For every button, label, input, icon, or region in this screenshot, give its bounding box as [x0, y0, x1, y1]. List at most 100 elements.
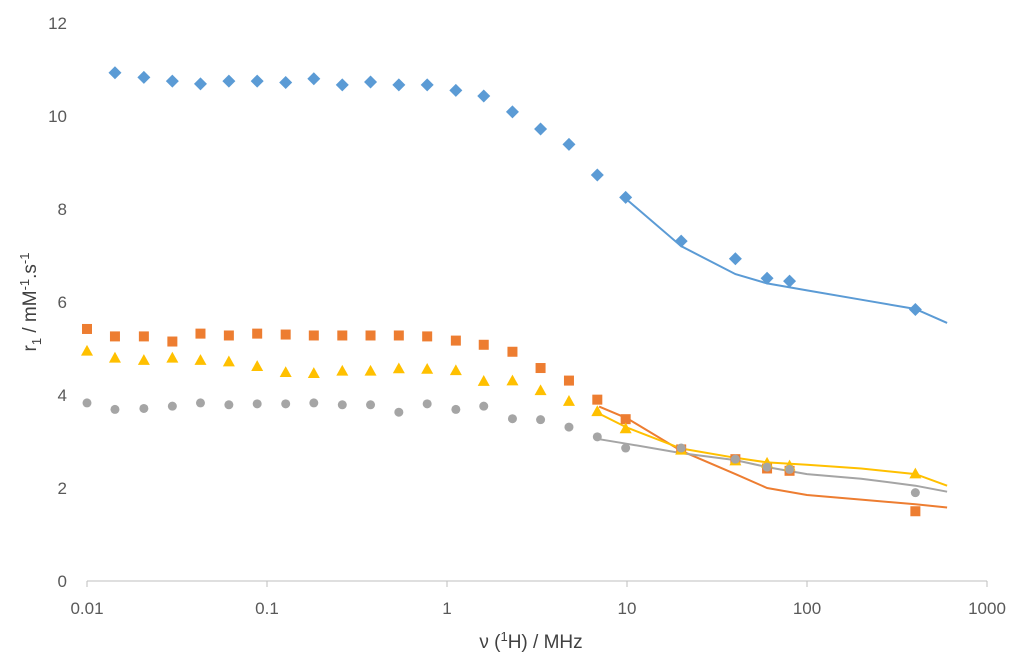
x-axis-title: ν (1H) / MHz — [479, 629, 582, 653]
x-axis-title-pre: ν ( — [479, 632, 501, 653]
x-tick-label: 0.1 — [255, 599, 279, 618]
y-tick-labels: 0 2 4 6 8 10 12 — [48, 14, 67, 591]
series-1-point — [728, 252, 742, 266]
series-3-point — [279, 366, 292, 378]
series-1-point — [193, 77, 207, 91]
series-1-fit-line — [626, 198, 948, 324]
series-4-point — [309, 398, 319, 408]
series-3-point — [506, 374, 519, 386]
y-tick-label: 6 — [58, 293, 67, 312]
series-4-point — [337, 400, 347, 410]
series-4-point — [139, 403, 149, 413]
series-4-point — [224, 400, 234, 410]
x-tick-labels: 0.01 0.1 1 10 100 1000 — [70, 581, 1006, 618]
series-2-fit-line — [598, 405, 948, 509]
series-2-point — [478, 339, 489, 350]
series-1-point — [165, 74, 179, 88]
series-4-point — [366, 400, 376, 410]
series-2-point — [252, 328, 263, 339]
series-4-point — [422, 399, 432, 409]
series-2-point — [138, 331, 149, 342]
series-2-point — [563, 375, 574, 386]
series-1-point — [307, 72, 321, 86]
y-axis-title-sub: 1 — [29, 338, 44, 345]
series-3-point — [307, 367, 320, 378]
series-3-fit-line — [598, 412, 948, 487]
series-1-point — [674, 234, 688, 248]
series-4-point — [451, 404, 461, 414]
series-3-point — [619, 422, 632, 434]
series-2-point — [365, 330, 376, 341]
series-1-point — [760, 271, 774, 285]
y-tick-label: 4 — [58, 386, 67, 405]
series-1-point — [250, 74, 264, 88]
series-3-point — [477, 375, 490, 386]
y-tick-label: 10 — [48, 107, 67, 126]
series-4-point — [167, 401, 177, 411]
series-1-point — [137, 70, 151, 84]
series-3-point — [909, 467, 922, 479]
series-3-point — [534, 384, 547, 396]
series-4-point — [762, 462, 772, 472]
series-2-point — [223, 330, 234, 341]
series-1-point — [908, 302, 922, 316]
series-1-point — [590, 168, 604, 182]
series-1-point — [505, 105, 519, 119]
y-axis-title-sup1: -1 — [17, 279, 32, 291]
series-2-point — [82, 323, 92, 334]
series-4-point — [730, 454, 740, 464]
series-2-point — [535, 363, 546, 374]
y-tick-label: 2 — [58, 479, 67, 498]
series-4-point — [110, 404, 120, 414]
series-3-point — [364, 364, 377, 376]
series-2-point — [450, 335, 461, 346]
y-tick-label: 12 — [48, 14, 67, 33]
series-2-point — [337, 330, 348, 341]
y-axis-title-dot: .s — [20, 264, 41, 279]
x-tick-label: 1 — [442, 599, 451, 618]
series-4-point — [252, 399, 262, 409]
series-1-point — [534, 122, 548, 136]
series-3-point — [137, 354, 150, 365]
series-4-point — [479, 401, 489, 411]
y-axis-title-sup2: -1 — [17, 253, 32, 265]
series-3-point — [194, 354, 207, 365]
data-points — [81, 66, 922, 517]
series-4-point — [910, 488, 920, 498]
series-1-point — [335, 78, 349, 92]
x-tick-label: 1000 — [968, 599, 1006, 618]
series-4-point — [592, 432, 602, 442]
series-1-point — [420, 78, 434, 92]
series-1-point — [222, 74, 236, 88]
x-tick-label: 10 — [618, 599, 637, 618]
series-4-fit-line — [598, 438, 948, 493]
series-1-point — [449, 83, 463, 97]
y-axis-title: r1 / mM-1.s-1 — [17, 253, 44, 352]
series-4-point — [676, 443, 686, 453]
series-4-point — [281, 399, 291, 409]
series-4-point — [82, 398, 92, 408]
series-2-point — [280, 329, 291, 340]
series-4-point — [536, 415, 546, 425]
series-4-point — [564, 422, 574, 432]
series-3-point — [591, 405, 604, 417]
series-2-point — [308, 330, 319, 341]
series-1-point — [619, 190, 633, 204]
series-2-point — [393, 330, 404, 341]
series-4-point — [621, 443, 631, 453]
y-axis-title-r: r — [20, 344, 41, 351]
x-tick-label: 100 — [793, 599, 821, 618]
y-axis-title-mid: / mM — [20, 290, 41, 338]
series-2-point — [109, 331, 120, 342]
series-3-point — [336, 364, 349, 376]
series-1-point — [562, 137, 576, 151]
series-2-point — [195, 328, 206, 339]
series-2-point — [592, 394, 603, 405]
series-1-point — [364, 75, 378, 89]
series-2-point — [422, 331, 433, 342]
series-1-point — [392, 78, 406, 92]
series-1-point — [477, 89, 491, 103]
series-4-point — [195, 398, 205, 408]
y-tick-label: 8 — [58, 200, 67, 219]
